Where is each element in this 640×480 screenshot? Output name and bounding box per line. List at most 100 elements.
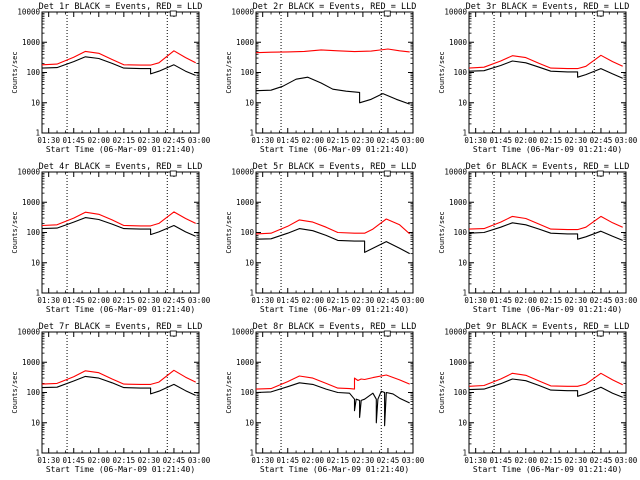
x-axis-label: Start Time (06-Mar-09 01:21:40) [473, 145, 622, 154]
x-tick-label: 01:30 [37, 296, 60, 305]
y-axis-label: Counts/sec [11, 211, 19, 253]
x-tick-label: 02:45 [590, 456, 613, 465]
lld-series-line [468, 215, 623, 231]
y-tick-label: 10000 [17, 328, 40, 337]
plot-frame [41, 171, 200, 294]
x-tick-label: 01:45 [276, 296, 299, 305]
x-tick-label: 02:00 [514, 456, 537, 465]
y-axis-label: Counts/sec [225, 211, 233, 253]
y-tick-label: 100 [26, 388, 40, 397]
x-tick-label: 02:15 [540, 136, 563, 145]
marker-box [169, 170, 177, 177]
x-tick-label: 03:00 [188, 136, 211, 145]
panel-title: Det 8r BLACK = Events, RED = LLD [253, 322, 417, 332]
lld-series-line [468, 372, 623, 387]
events-series-line [468, 60, 623, 79]
events-series-line [468, 378, 623, 398]
events-series-line [41, 217, 196, 237]
x-tick-label: 03:00 [615, 456, 638, 465]
marker-box [169, 10, 177, 17]
x-tick-label: 01:45 [276, 456, 299, 465]
panel-title: Det 1r BLACK = Events, RED = LLD [39, 2, 203, 12]
y-axis-label: Counts/sec [11, 371, 19, 413]
panel-9: Det 9r BLACK = Events, RED = LLD 1 10 100 10… [438, 322, 638, 474]
x-tick-label: 02:00 [87, 456, 110, 465]
x-axis-label: Start Time (06-Mar-09 01:21:40) [46, 145, 195, 154]
y-tick-label: 10 [31, 98, 41, 107]
y-tick-label: 100 [453, 68, 467, 77]
panel-title: Det 2r BLACK = Events, RED = LLD [253, 2, 417, 12]
y-tick-label: 1000 [449, 38, 468, 47]
x-tick-label: 01:30 [464, 456, 487, 465]
x-tick-label: 01:30 [251, 456, 274, 465]
x-tick-label: 01:30 [37, 456, 60, 465]
lld-series-line [41, 369, 196, 385]
x-tick-label: 01:45 [276, 136, 299, 145]
panel-title: Det 3r BLACK = Events, RED = LLD [466, 2, 630, 12]
x-tick-label: 02:30 [565, 296, 588, 305]
marker-box [383, 10, 391, 17]
marker-box [383, 170, 391, 177]
lld-series-line [255, 374, 410, 390]
x-axis-label: Start Time (06-Mar-09 01:21:40) [473, 465, 622, 474]
x-tick-label: 02:45 [163, 456, 186, 465]
y-tick-label: 1 [249, 449, 254, 458]
y-tick-label: 1000 [449, 358, 468, 367]
x-tick-label: 03:00 [615, 136, 638, 145]
plot-frame [41, 331, 200, 454]
events-series-line [255, 76, 410, 105]
x-tick-label: 02:45 [163, 136, 186, 145]
x-axis-label: Start Time (06-Mar-09 01:21:40) [260, 465, 409, 474]
x-tick-label: 02:30 [565, 136, 588, 145]
panel-2: Det 2r BLACK = Events, RED = LLD 1 10 100 10… [225, 2, 425, 154]
y-tick-label: 1000 [22, 358, 41, 367]
y-tick-label: 100 [240, 388, 254, 397]
x-tick-label: 01:30 [464, 296, 487, 305]
y-tick-label: 100 [453, 388, 467, 397]
plot-frame [468, 11, 627, 134]
x-tick-label: 02:00 [87, 136, 110, 145]
x-tick-label: 02:30 [138, 296, 161, 305]
y-tick-label: 10000 [444, 168, 467, 177]
y-tick-label: 100 [240, 228, 254, 237]
y-tick-label: 1000 [22, 38, 41, 47]
panel-title: Det 4r BLACK = Events, RED = LLD [39, 162, 203, 172]
x-tick-label: 02:00 [87, 296, 110, 305]
events-series-line [255, 382, 410, 427]
events-series-line [255, 228, 410, 255]
marker-box [596, 330, 604, 337]
y-tick-label: 1 [462, 129, 467, 138]
x-tick-label: 02:45 [590, 296, 613, 305]
x-tick-label: 02:45 [377, 136, 400, 145]
plot-frame [255, 11, 414, 134]
y-axis-label: Counts/sec [225, 51, 233, 93]
x-tick-label: 01:45 [62, 136, 85, 145]
x-tick-label: 01:30 [251, 296, 274, 305]
x-tick-label: 01:45 [489, 136, 512, 145]
x-axis-label: Start Time (06-Mar-09 01:21:40) [46, 465, 195, 474]
x-tick-label: 02:00 [514, 136, 537, 145]
x-tick-label: 02:00 [301, 456, 324, 465]
x-tick-label: 03:00 [615, 296, 638, 305]
plot-frame [255, 171, 414, 294]
y-tick-label: 1 [249, 289, 254, 298]
y-tick-label: 10 [245, 98, 255, 107]
y-tick-label: 10000 [444, 8, 467, 17]
marker-box [596, 170, 604, 177]
y-tick-label: 10000 [17, 168, 40, 177]
x-tick-label: 02:30 [352, 296, 375, 305]
x-axis-label: Start Time (06-Mar-09 01:21:40) [260, 145, 409, 154]
y-tick-label: 10 [31, 418, 41, 427]
y-axis-label: Counts/sec [438, 51, 446, 93]
plot-frame [41, 11, 200, 134]
x-axis-label: Start Time (06-Mar-09 01:21:40) [260, 305, 409, 314]
x-tick-label: 02:30 [138, 136, 161, 145]
x-tick-label: 02:45 [590, 136, 613, 145]
panel-title: Det 5r BLACK = Events, RED = LLD [253, 162, 417, 172]
x-tick-label: 02:15 [327, 136, 350, 145]
x-tick-label: 01:45 [489, 296, 512, 305]
events-series-line [41, 375, 196, 396]
lld-series-line [41, 211, 196, 227]
x-tick-label: 03:00 [402, 456, 425, 465]
y-tick-label: 100 [26, 68, 40, 77]
